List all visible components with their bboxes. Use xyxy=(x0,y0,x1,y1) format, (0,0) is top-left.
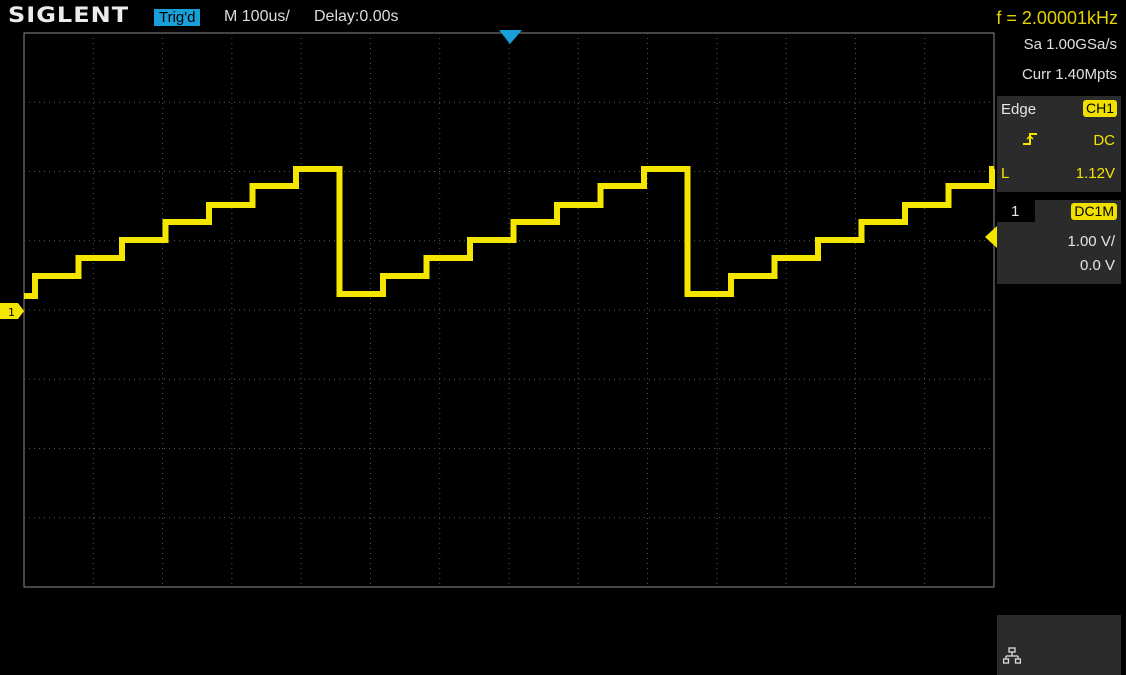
frequency-readout: f = 2.00001kHz xyxy=(996,8,1118,28)
top-status-bar: SIGLENT Trig'd M 100us/ Delay:0.00s f = … xyxy=(0,0,1126,30)
channel1-ground-marker[interactable]: 1 xyxy=(0,303,24,319)
side-info-panel: Sa 1.00GSa/s Curr 1.40Mpts Edge CH1 DC L… xyxy=(997,30,1126,675)
channel1-offset: 0.0 V xyxy=(1079,257,1115,274)
channel1-coupling-badge: DC1M xyxy=(1071,203,1117,220)
channel1-scale: 1.00 V/ xyxy=(1067,233,1115,250)
trigger-position-marker-icon[interactable] xyxy=(499,30,522,44)
bottom-bar xyxy=(0,590,997,675)
trigger-level-marker-icon[interactable] xyxy=(985,226,997,248)
timebase-readout[interactable]: M 100us/ xyxy=(224,8,290,25)
network-status xyxy=(997,615,1121,675)
waveform-display[interactable]: 1 xyxy=(0,30,997,590)
channel1-waveform-edges xyxy=(24,168,994,297)
trigger-status-badge: Trig'd xyxy=(154,9,201,26)
trigger-level-value: 1.12V xyxy=(1075,165,1115,182)
rising-edge-icon xyxy=(1023,132,1037,146)
trigger-source-badge: CH1 xyxy=(1082,100,1117,117)
graticule xyxy=(23,32,995,588)
brand-logo: SIGLENT xyxy=(8,2,130,28)
trigger-type: Edge xyxy=(1001,101,1037,118)
channel1-marker-label: 1 xyxy=(8,306,15,319)
waveform-grid-svg: 1 xyxy=(0,30,997,588)
trigger-level-label: L xyxy=(1001,165,1010,182)
trigger-coupling: DC xyxy=(1093,132,1115,149)
network-icon xyxy=(1002,647,1022,665)
sample-rate: Sa 1.00GSa/s xyxy=(997,36,1121,53)
memory-depth: Curr 1.40Mpts xyxy=(997,66,1121,83)
channel1-panel[interactable]: 1 DC1M 1.00 V/ 0.0 V xyxy=(997,200,1121,284)
delay-readout[interactable]: Delay:0.00s xyxy=(314,8,399,25)
trigger-panel[interactable]: Edge CH1 DC L 1.12V xyxy=(997,96,1121,192)
channel1-number: 1 xyxy=(1011,203,1020,220)
